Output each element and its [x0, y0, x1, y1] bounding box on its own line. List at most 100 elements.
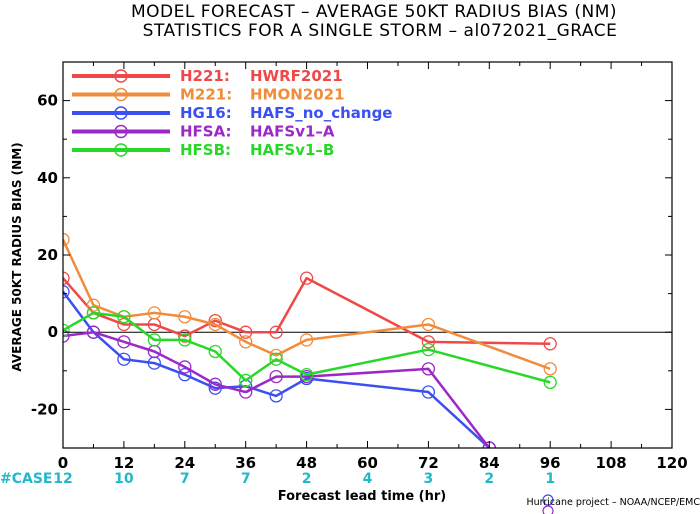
credit-logo-circle: [542, 494, 554, 506]
x-tick-label: 60: [357, 454, 378, 472]
legend-code: HFSA:: [180, 123, 232, 141]
credit-logo-circle: [542, 505, 554, 514]
data-point: [239, 335, 253, 349]
data-point: [421, 317, 436, 332]
y-tick-label: -20: [31, 400, 58, 418]
data-point: [86, 325, 101, 339]
x-tick-label: 96: [540, 454, 561, 472]
series-line: [63, 330, 491, 448]
x-tick-label: 24: [174, 454, 195, 472]
data-point: [178, 333, 192, 347]
data-point: [269, 369, 283, 384]
x-tick-label: 120: [656, 454, 687, 472]
data-point: [63, 285, 70, 299]
data-point: [86, 306, 101, 320]
legend-item: HG16: HAFS_no_change: [72, 104, 392, 122]
series-line: [63, 276, 551, 346]
legend-code: HFSB:: [180, 141, 231, 159]
case-count-value: 7: [241, 471, 251, 487]
x-tick-label: 0: [58, 454, 68, 472]
data-point: [63, 323, 70, 337]
credit-logo: [542, 494, 554, 514]
y-axis-label: AVERAGE 50KT RADIUS BIAS (NM): [10, 142, 24, 371]
case-count-value: 3: [424, 471, 434, 487]
data-point: [299, 333, 314, 347]
data-point: [543, 362, 557, 376]
y-tick-label: 40: [37, 169, 58, 187]
data-point: [239, 325, 253, 339]
data-point: [421, 342, 436, 357]
credit-text: Hurricane project – NOAA/NCEP/EMC: [526, 497, 700, 508]
data-point: [117, 317, 131, 332]
chart-title-line-2: STATISTICS FOR A SINGLE STORM – al072021…: [143, 21, 618, 41]
series-line: [63, 290, 491, 448]
legend-marker: [114, 87, 128, 102]
series-line: [63, 311, 551, 384]
data-point: [208, 377, 222, 391]
data-point: [178, 310, 192, 324]
y-tick-label: 0: [48, 323, 58, 341]
legend-code: H221:: [180, 67, 230, 85]
data-point: [421, 335, 436, 349]
data-point: [178, 368, 192, 382]
data-point: [208, 381, 222, 395]
x-axis-label: Forecast lead time (hr): [278, 489, 446, 504]
legend-name: HAFSv1–A: [250, 123, 335, 141]
y-tick-label: 20: [37, 246, 58, 264]
legend-name: HAFSv1–B: [250, 141, 334, 159]
y-tick-label: 60: [37, 92, 58, 110]
series-hwrf2021: [63, 271, 557, 351]
data-point: [178, 329, 192, 343]
data-point: [178, 360, 192, 374]
case-count-value: 7: [180, 471, 190, 487]
data-point: [86, 298, 101, 312]
case-count-value: 10: [114, 471, 134, 487]
legend-item: H221: HWRF2021: [72, 67, 343, 85]
legend-name: HMON2021: [250, 86, 345, 104]
x-tick-label: 48: [296, 454, 317, 472]
series-line: [63, 239, 551, 371]
case-count-value: 12: [53, 471, 72, 487]
case-count-value: 4: [363, 471, 373, 487]
data-point: [299, 271, 314, 285]
x-tick-label: 12: [113, 454, 134, 472]
legend-item: M221: HMON2021: [72, 86, 345, 104]
legend-code: M221:: [180, 86, 232, 104]
legend-marker: [114, 69, 128, 83]
legend-name: HAFS_no_change: [250, 104, 392, 122]
series-hmon2021: [63, 232, 557, 376]
data-point: [269, 325, 283, 339]
data-point: [208, 344, 222, 359]
legend-marker: [114, 106, 128, 120]
data-point: [117, 335, 131, 349]
series-group: [63, 232, 557, 448]
data-point: [269, 348, 283, 363]
data-point: [63, 329, 70, 343]
data-point: [208, 313, 222, 328]
case-count-label: #CASE: [0, 471, 53, 487]
data-point: [239, 373, 253, 388]
data-point: [421, 362, 436, 376]
x-tick-label: 72: [418, 454, 439, 472]
case-count-value: 2: [484, 471, 494, 487]
data-point: [543, 337, 557, 351]
x-tick-label: 84: [479, 454, 500, 472]
data-point: [63, 232, 70, 247]
data-point: [269, 352, 283, 366]
chart-title-line-1: MODEL FORECAST – AVERAGE 50KT RADIUS BIA…: [131, 2, 617, 22]
x-tick-label: 108: [595, 454, 626, 472]
data-point: [147, 333, 162, 347]
legend-item: HFSB: HAFSv1–B: [72, 141, 334, 159]
data-point: [117, 310, 131, 324]
legend-item: HFSA: HAFSv1–A: [72, 123, 335, 141]
case-count-value: 1: [545, 471, 555, 487]
data-point: [269, 389, 283, 403]
data-point: [63, 271, 70, 285]
data-point: [147, 306, 162, 320]
legend-code: HG16:: [180, 104, 232, 122]
legend-marker: [114, 143, 128, 157]
x-tick-label: 36: [235, 454, 256, 472]
data-point: [117, 352, 131, 366]
